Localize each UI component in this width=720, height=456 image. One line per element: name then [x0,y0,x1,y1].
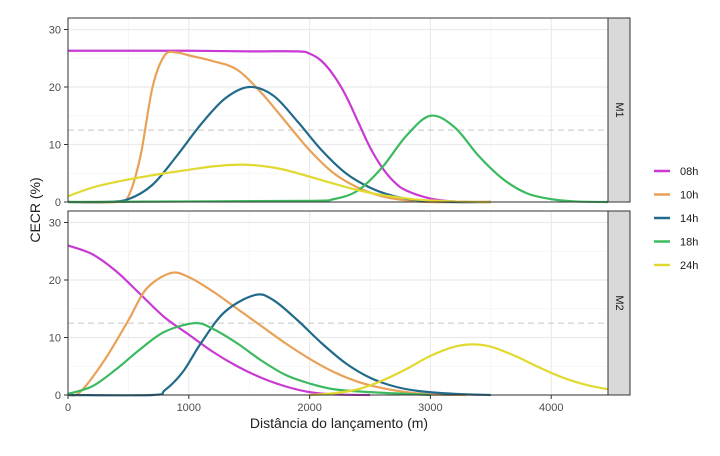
series-line-m2-18h [67,321,431,397]
legend-label: 08h [680,166,698,178]
legend-item-10h: 10h [654,190,698,202]
x-tick-label: 2000 [297,402,321,414]
y-tick-label: 30 [49,25,61,37]
series-line-m1-10h [67,50,491,204]
y-axis-label: CECR (%) [27,177,43,242]
legend-label: 24h [680,260,698,272]
panel-background [68,211,608,395]
series-line-m2-08h [67,244,371,397]
series-line-m2-24h [309,343,609,397]
facet-label: M2 [613,295,625,310]
panel-background [68,18,608,202]
panel-m1: M1 0 10 20 30 [49,17,631,209]
x-tick-label: 3000 [418,402,442,414]
legend-item-18h: 18h [654,237,698,249]
y-tick-label: 0 [55,390,61,402]
series-line-m2-14h [67,293,491,397]
panel-m2: M2 0 10 20 30 0 1000 2000 3000 4000 [49,210,631,414]
facet-label: M1 [613,102,625,117]
legend-label: 10h [680,190,698,202]
legend: 08h 10h 14h 18h 24h [654,166,698,272]
legend-item-08h: 08h [654,166,698,178]
legend-item-14h: 14h [654,213,698,225]
legend-label: 14h [680,213,698,225]
legend-label: 18h [680,237,698,249]
series-line-m1-24h [67,163,491,204]
y-tick-label: 10 [49,333,61,345]
series-line-m1-08h [68,49,491,204]
x-tick-label: 4000 [539,402,563,414]
x-tick-label: 1000 [177,402,201,414]
x-axis-label: Distância do lançamento (m) [250,415,428,431]
y-tick-label: 0 [55,197,61,209]
facet-strip [607,210,631,396]
x-tick-label: 0 [65,402,71,414]
series-line-m1-18h [67,114,609,204]
y-tick-label: 20 [49,275,61,287]
facet-strip [607,17,631,203]
legend-item-24h: 24h [654,260,698,272]
y-tick-label: 30 [49,218,61,230]
series-line-m2-10h [67,271,467,397]
y-tick-label: 20 [49,82,61,94]
y-tick-label: 10 [49,140,61,152]
